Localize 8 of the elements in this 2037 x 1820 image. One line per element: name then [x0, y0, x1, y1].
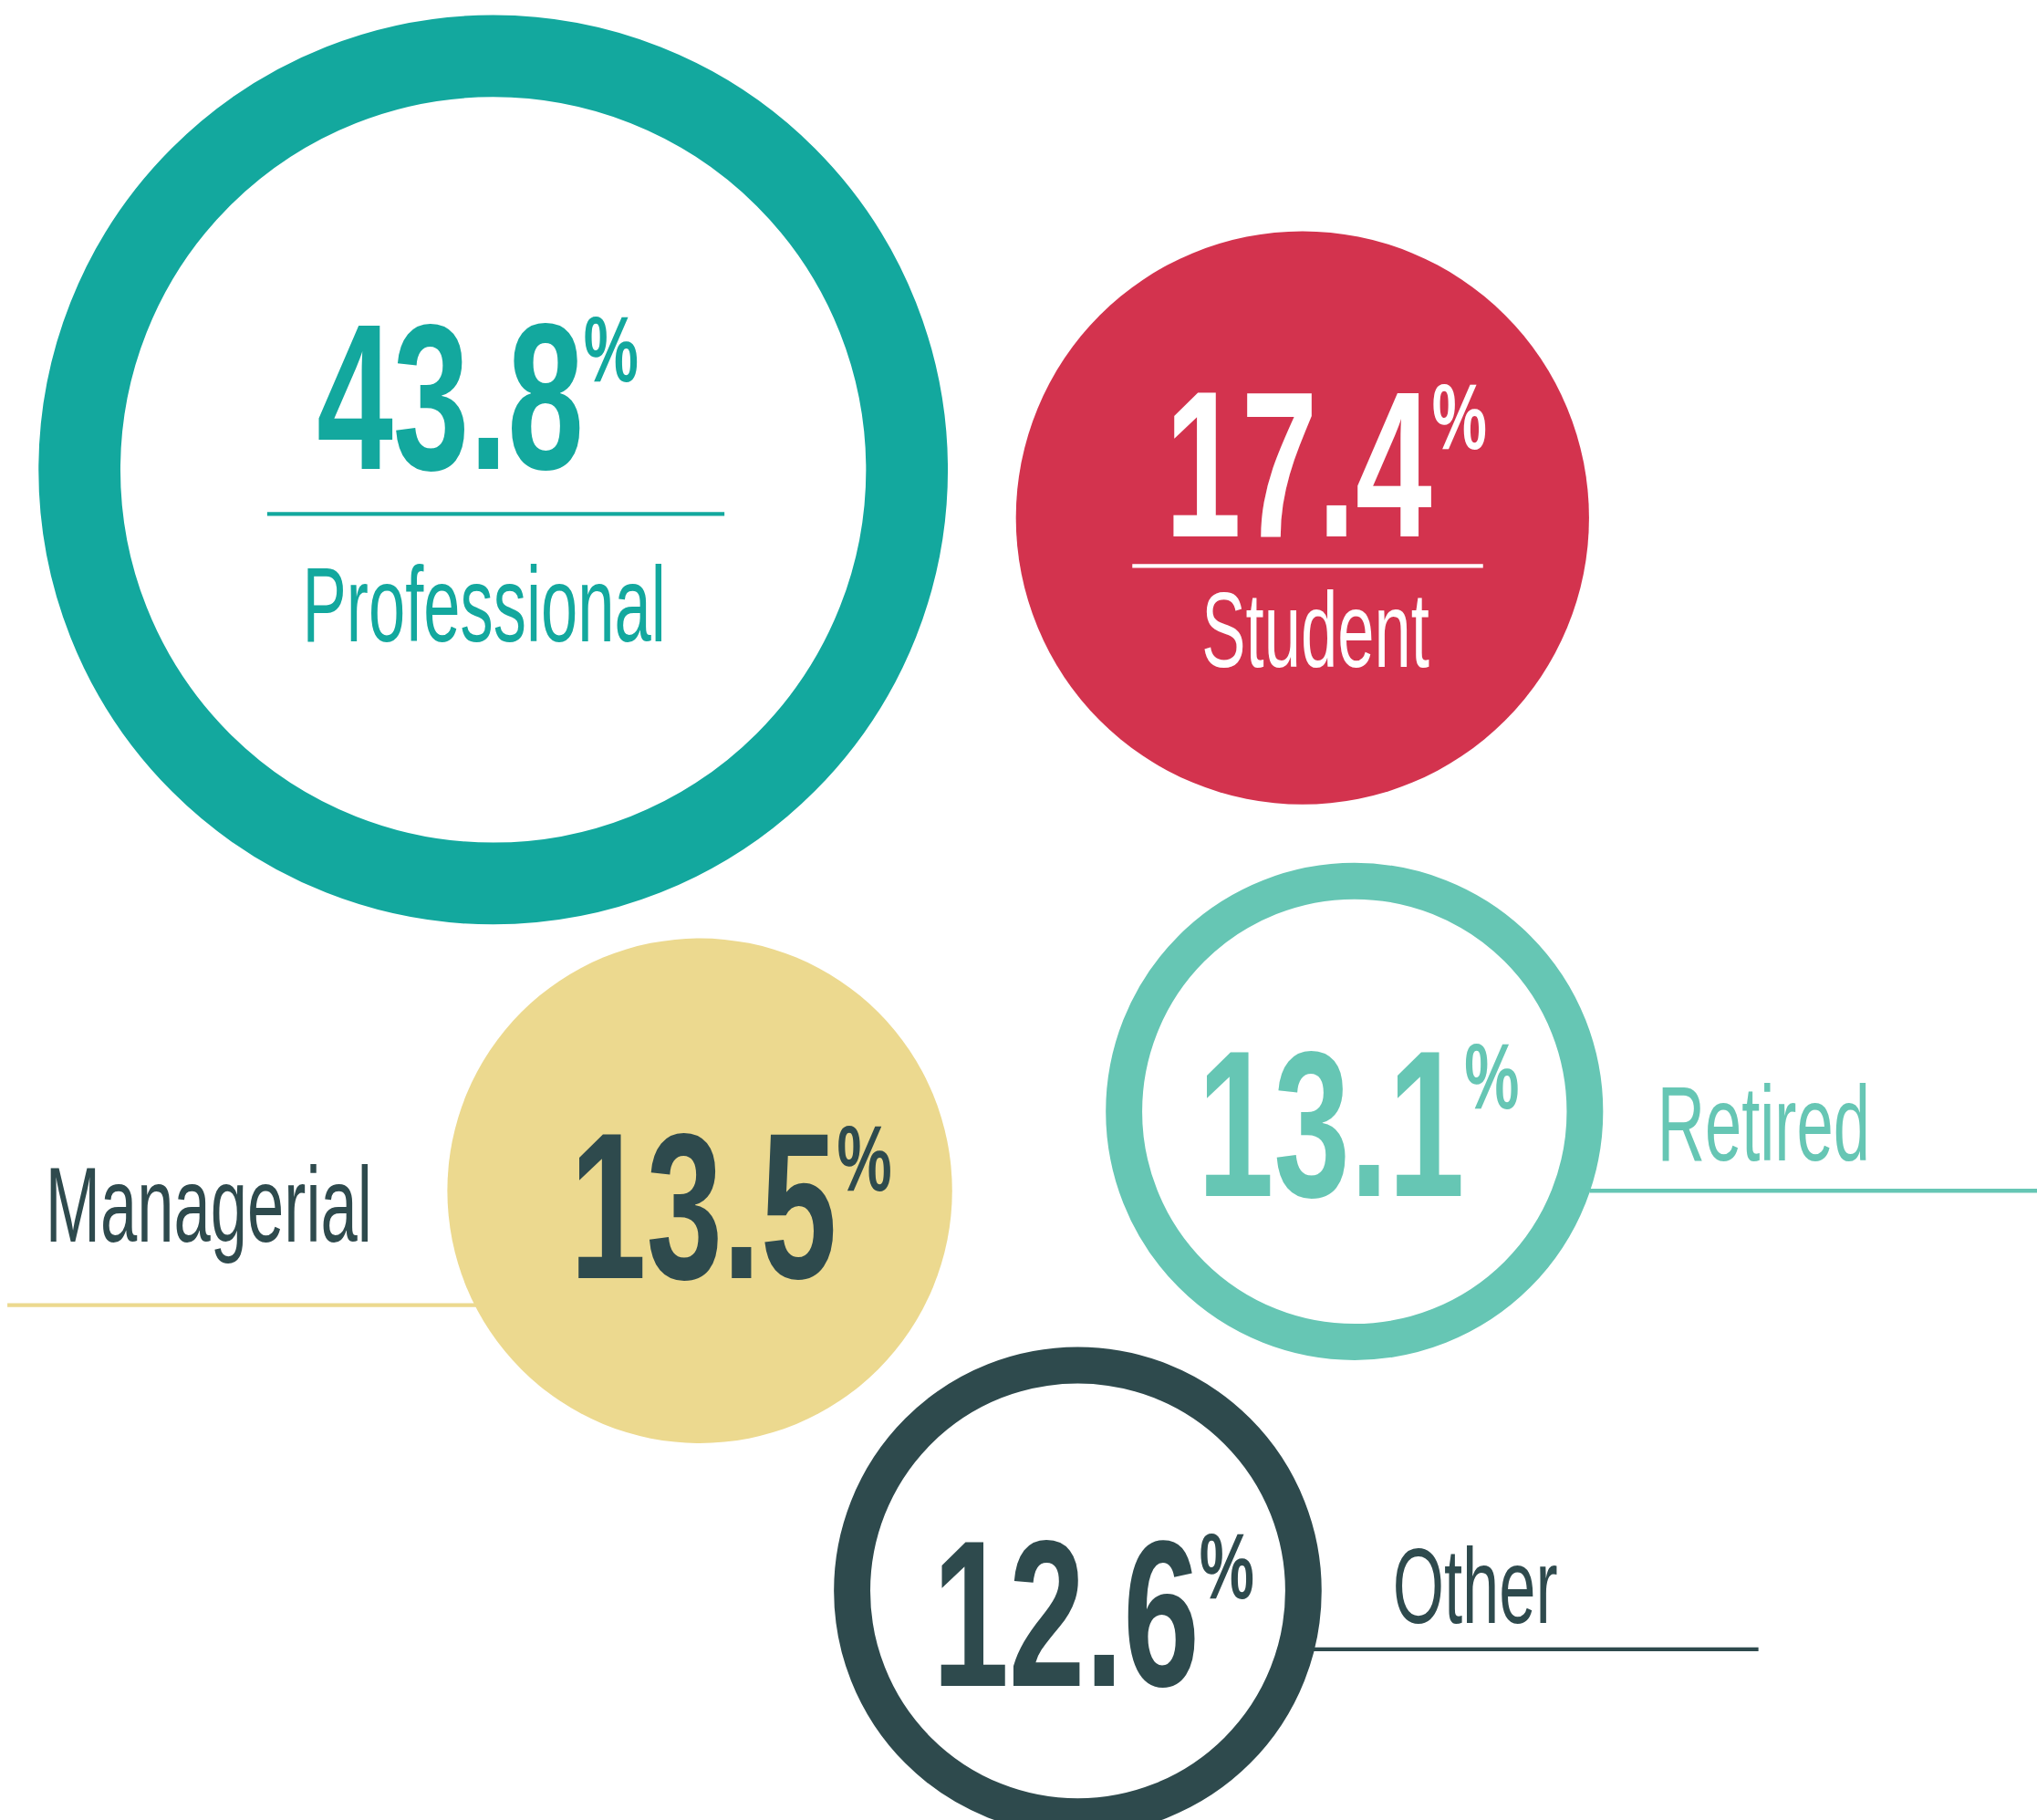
- category-label: Professional: [302, 545, 666, 665]
- data-label: 13.1$^{%}$: [1197, 1007, 1520, 1241]
- category-label: Other: [1392, 1526, 1558, 1647]
- data-label: 13.5$^{%}$: [569, 1089, 892, 1323]
- category-label: Retired: [1657, 1064, 1870, 1184]
- category-label: Managerial: [45, 1145, 372, 1265]
- data-label: 12.6$^{%}$: [932, 1497, 1254, 1731]
- data-label: 43.8$^{%}$: [317, 279, 639, 513]
